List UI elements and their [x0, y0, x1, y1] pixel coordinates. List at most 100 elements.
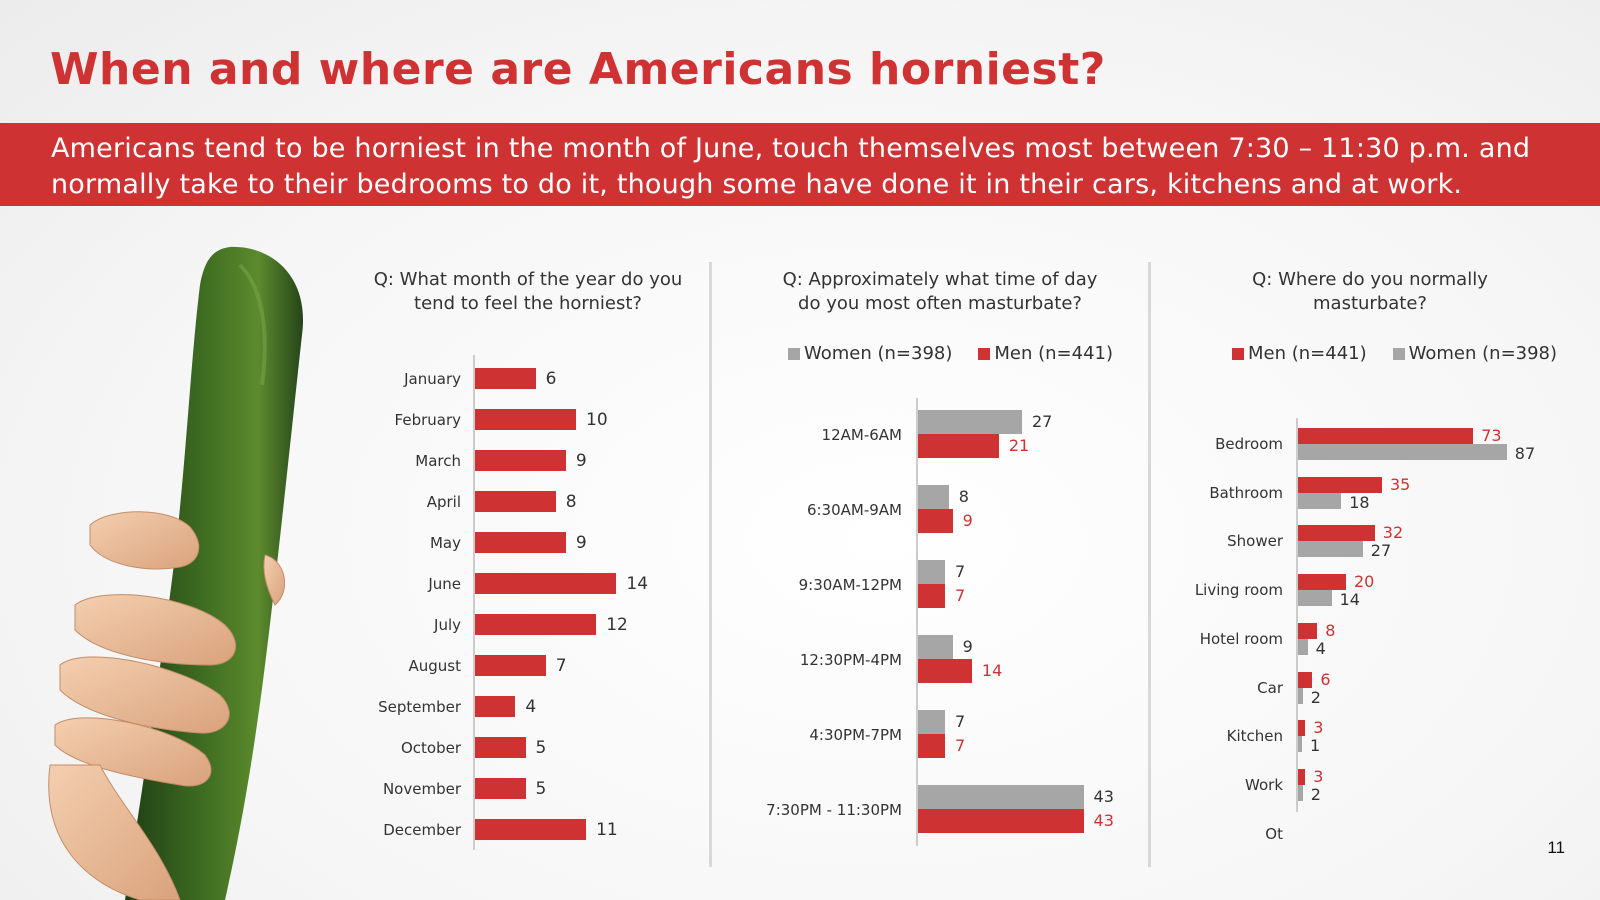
data-label: 43	[1093, 787, 1114, 806]
chart-axis	[473, 355, 475, 850]
data-label: 7	[954, 712, 966, 731]
bar-women	[1298, 541, 1363, 558]
bar-men	[1298, 671, 1313, 688]
data-label: 8	[565, 492, 577, 512]
bar-men	[918, 659, 972, 683]
data-label: 14	[981, 661, 1003, 680]
legend-item-men: Men (n=441)	[1232, 343, 1367, 364]
bar	[475, 573, 617, 594]
legend-label: Men (n=441)	[994, 343, 1114, 364]
data-label: 20	[1354, 572, 1375, 592]
chart-axis	[1296, 418, 1298, 812]
category-label: July	[434, 616, 461, 634]
category-label: October	[400, 739, 461, 757]
headline-text: Americans tend to be horniest in the mon…	[51, 133, 1531, 200]
data-label: 7	[954, 736, 966, 755]
bar-men	[1298, 768, 1306, 785]
chart-title: Q: Approximately what time of day do you…	[782, 269, 1098, 314]
bar-women	[1298, 687, 1303, 704]
data-label: 14	[626, 574, 649, 594]
data-label: 12	[606, 615, 628, 635]
category-label: 4:30PM-7PM	[809, 726, 902, 744]
data-label: 14	[1339, 590, 1360, 610]
data-label: 35	[1390, 474, 1411, 494]
category-label: Kitchen	[1226, 727, 1283, 746]
data-label: 10	[586, 410, 608, 430]
category-label: Bedroom	[1215, 435, 1283, 453]
chart-title: Q: What month of the year do you tend to…	[373, 269, 683, 314]
bar-women	[1298, 492, 1342, 509]
bar	[475, 409, 576, 430]
data-label: 1	[1310, 736, 1321, 756]
data-label: 87	[1514, 444, 1536, 463]
bar-men	[918, 509, 953, 533]
data-label: 9	[575, 451, 587, 471]
category-label: September	[378, 698, 461, 716]
data-label: 9	[962, 511, 973, 530]
category-label: 12:30PM-4PM	[799, 651, 902, 669]
bar-women	[918, 710, 945, 734]
data-label: 27	[1370, 541, 1392, 561]
page-number: 11	[1547, 838, 1565, 857]
category-label: Ot	[1265, 824, 1283, 843]
category-label: Bathroom	[1209, 483, 1283, 502]
data-label: 21	[1008, 436, 1030, 455]
bar-women	[918, 560, 945, 584]
data-label: 8	[1325, 620, 1336, 640]
bar-men	[1298, 476, 1382, 493]
data-label: 6	[545, 369, 557, 389]
category-label: November	[382, 780, 461, 798]
data-label: 9	[962, 637, 973, 656]
bar-men	[918, 584, 945, 608]
data-label: 5	[535, 738, 547, 758]
bar	[475, 696, 516, 717]
bar-men	[918, 734, 945, 758]
data-label: 2	[1310, 687, 1321, 707]
bar	[475, 737, 526, 758]
data-label: 6	[1320, 669, 1331, 689]
bar	[475, 655, 546, 676]
bar-men	[1298, 428, 1474, 444]
category-label: August	[408, 657, 462, 675]
bar-men	[1298, 574, 1346, 591]
legend-item-men: Men (n=441)	[978, 343, 1113, 364]
category-label: March	[415, 452, 461, 470]
data-label: 27	[1031, 412, 1053, 431]
bar-men	[1298, 525, 1375, 542]
data-label: 5	[535, 779, 547, 799]
headline-banner: Americans tend to be horniest in the mon…	[0, 123, 1600, 206]
data-label: 73	[1481, 426, 1502, 445]
bar-men	[1298, 622, 1318, 639]
category-label: Shower	[1227, 532, 1283, 551]
category-label: 9:30AM-12PM	[798, 576, 902, 594]
data-label: 4	[1315, 638, 1326, 658]
category-label: May	[429, 534, 461, 552]
bar-women	[1298, 736, 1302, 753]
category-label: 12AM-6AM	[821, 426, 902, 444]
data-label: 3	[1313, 718, 1324, 738]
legend-label: Women (n=398)	[804, 343, 953, 364]
legend-label: Women (n=398)	[1408, 343, 1558, 364]
category-label: January	[404, 370, 461, 388]
chart-title: Q: Where do you normally masturbate?	[1252, 269, 1488, 314]
legend-item-women: Women (n=398)	[788, 343, 952, 364]
bar-women	[918, 485, 949, 509]
bar	[475, 368, 536, 389]
bar	[475, 819, 587, 840]
data-label: 18	[1349, 492, 1370, 512]
category-label: Living room	[1194, 581, 1283, 600]
bar-women	[918, 635, 953, 659]
bar-women	[1298, 590, 1332, 607]
bar	[475, 614, 597, 635]
category-label: Work	[1245, 775, 1283, 794]
data-label: 7	[555, 656, 567, 676]
bar-men	[918, 434, 999, 458]
chart-axis	[916, 398, 918, 846]
data-label: 2	[1310, 784, 1321, 804]
cucumber-held-by-wooden-hand-icon	[48, 246, 304, 900]
data-label: 7	[954, 586, 966, 605]
category-label: 7:30PM - 11:30PM	[766, 801, 902, 819]
divider	[1148, 262, 1151, 867]
bar-women	[918, 410, 1022, 434]
category-label: Car	[1257, 678, 1283, 697]
